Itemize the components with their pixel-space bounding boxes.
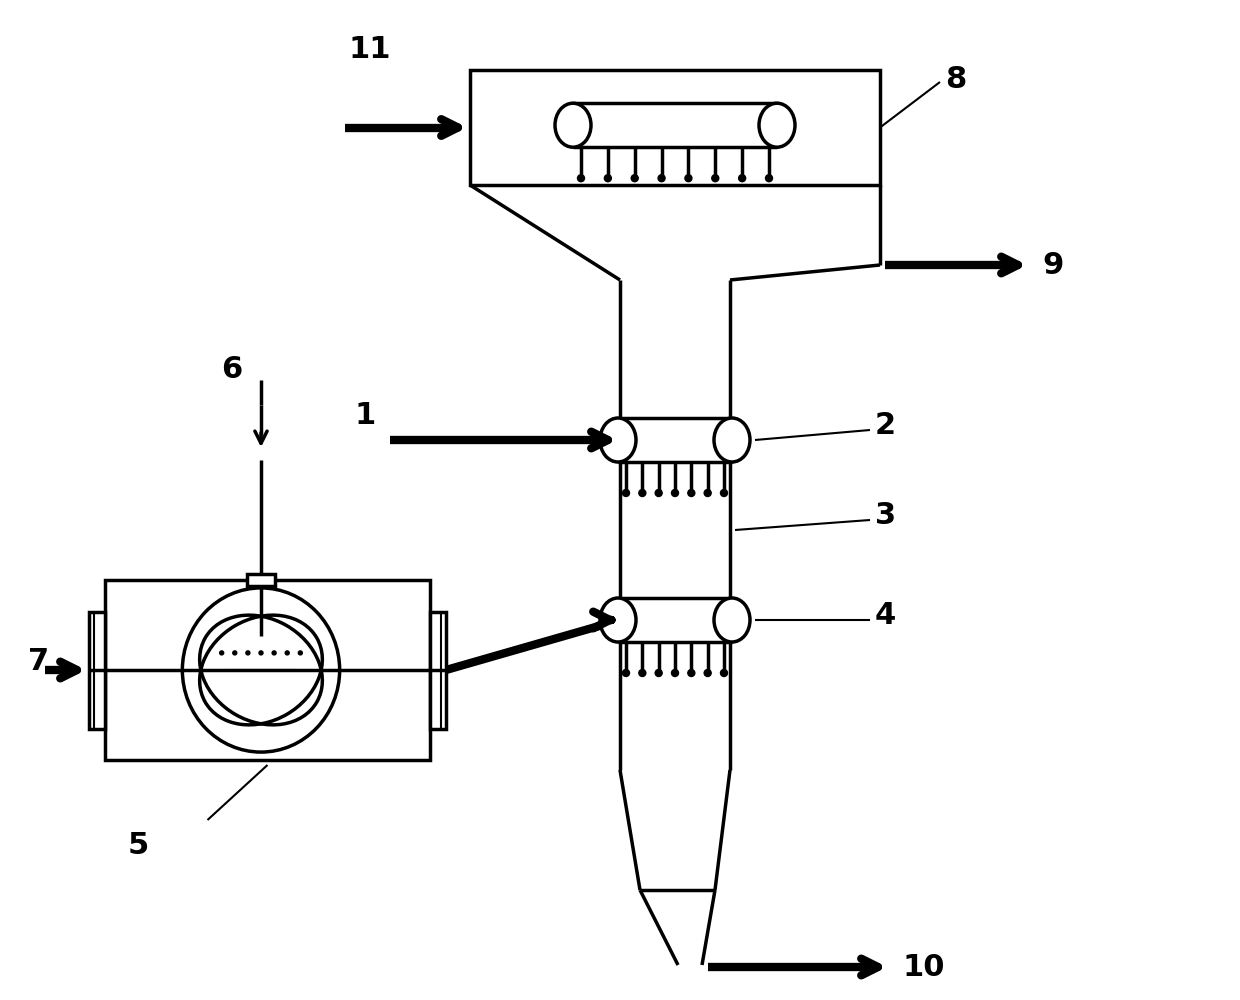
Bar bbox=[247, 574, 275, 586]
Circle shape bbox=[739, 175, 745, 182]
Ellipse shape bbox=[556, 103, 591, 147]
Circle shape bbox=[604, 175, 611, 182]
Circle shape bbox=[639, 670, 646, 676]
Circle shape bbox=[658, 175, 665, 182]
Circle shape bbox=[299, 651, 303, 655]
Circle shape bbox=[688, 489, 694, 496]
Ellipse shape bbox=[714, 598, 750, 642]
Circle shape bbox=[684, 175, 692, 182]
Ellipse shape bbox=[759, 103, 795, 147]
Circle shape bbox=[631, 175, 639, 182]
Text: 10: 10 bbox=[901, 952, 945, 982]
Text: 4: 4 bbox=[875, 600, 897, 630]
Circle shape bbox=[578, 175, 584, 182]
Ellipse shape bbox=[714, 418, 750, 462]
Circle shape bbox=[622, 670, 630, 676]
Text: 2: 2 bbox=[875, 410, 897, 440]
Circle shape bbox=[285, 651, 289, 655]
Circle shape bbox=[655, 670, 662, 676]
Text: 5: 5 bbox=[128, 830, 149, 859]
Circle shape bbox=[233, 651, 237, 655]
Circle shape bbox=[272, 651, 277, 655]
Circle shape bbox=[704, 670, 712, 676]
Circle shape bbox=[655, 489, 662, 496]
Circle shape bbox=[704, 489, 712, 496]
Bar bbox=[105, 580, 430, 760]
Circle shape bbox=[688, 670, 694, 676]
Circle shape bbox=[672, 670, 678, 676]
Text: 3: 3 bbox=[875, 500, 897, 530]
Text: 6: 6 bbox=[221, 356, 242, 384]
Bar bbox=[89, 611, 105, 728]
Bar bbox=[470, 70, 880, 185]
Text: 7: 7 bbox=[29, 648, 50, 676]
Ellipse shape bbox=[600, 598, 636, 642]
Circle shape bbox=[246, 651, 250, 655]
Circle shape bbox=[219, 651, 223, 655]
Circle shape bbox=[622, 489, 630, 496]
Text: 11: 11 bbox=[348, 35, 391, 64]
Circle shape bbox=[639, 489, 646, 496]
Text: 8: 8 bbox=[945, 66, 966, 95]
Circle shape bbox=[720, 489, 728, 496]
Circle shape bbox=[712, 175, 719, 182]
Text: 9: 9 bbox=[1042, 250, 1064, 279]
Text: 1: 1 bbox=[355, 400, 376, 430]
Circle shape bbox=[720, 670, 728, 676]
Circle shape bbox=[672, 489, 678, 496]
Bar bbox=[430, 611, 446, 728]
Circle shape bbox=[765, 175, 773, 182]
Circle shape bbox=[259, 651, 263, 655]
Ellipse shape bbox=[600, 418, 636, 462]
